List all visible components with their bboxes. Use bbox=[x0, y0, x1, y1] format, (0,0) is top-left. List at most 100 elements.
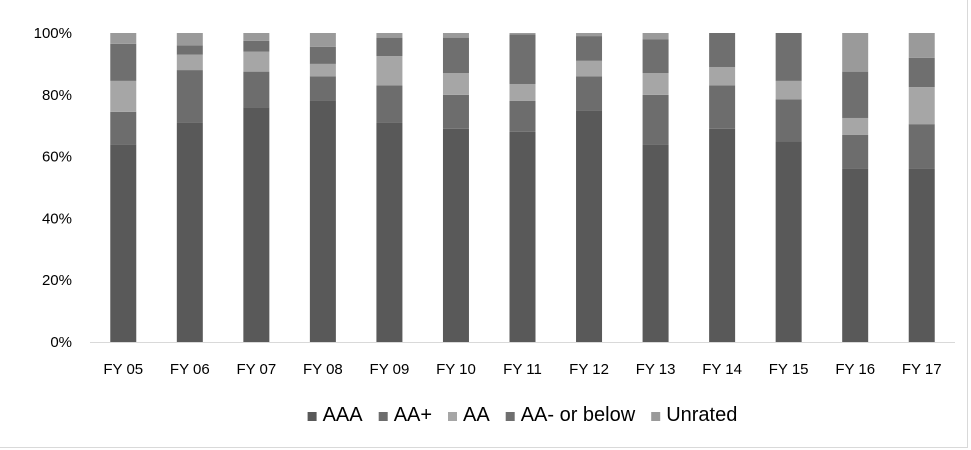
bar-segment-aa bbox=[376, 85, 403, 123]
x-tick-label: FY 12 bbox=[569, 361, 609, 378]
bar-segment-aa bbox=[709, 66, 736, 86]
bar-segment-aa bbox=[176, 70, 203, 123]
bar-segment-aa-or-below bbox=[842, 71, 869, 118]
bar-segment-unrated bbox=[642, 33, 669, 40]
y-axis: 0% 20% 40% 60% 80% 100% bbox=[34, 25, 72, 351]
legend-item: Unrated bbox=[651, 404, 737, 426]
bar-segment-aa bbox=[908, 87, 935, 125]
bar-stack bbox=[110, 33, 137, 342]
y-tick-label: 0% bbox=[50, 334, 72, 351]
bar-stack bbox=[176, 33, 203, 342]
bar-segment-aaa bbox=[376, 122, 403, 342]
x-tick-label: FY 07 bbox=[236, 361, 276, 378]
bar-segment-aa-or-below bbox=[509, 34, 536, 84]
x-tick-label: FY 15 bbox=[769, 361, 809, 378]
bar-segment-aa bbox=[309, 76, 336, 101]
legend-item: AA+ bbox=[378, 404, 432, 426]
bar-stack bbox=[775, 33, 802, 342]
bar-segment-unrated bbox=[243, 33, 270, 41]
bar-stack bbox=[642, 33, 669, 342]
bar-segment-aa-or-below bbox=[642, 39, 669, 74]
bar-segment-unrated bbox=[908, 33, 935, 58]
legend-label: Unrated bbox=[666, 404, 737, 426]
x-tick-label: FY 05 bbox=[103, 361, 143, 378]
legend-swatch bbox=[448, 412, 457, 421]
bar-stack bbox=[243, 33, 270, 342]
legend-label: AA+ bbox=[394, 404, 432, 426]
legend-swatch bbox=[651, 412, 661, 421]
bar-segment-aaa bbox=[110, 144, 137, 342]
bar-segment-aa-or-below bbox=[110, 43, 137, 81]
bar-segment-aa bbox=[509, 83, 536, 101]
y-tick-label: 100% bbox=[34, 25, 72, 42]
bar-segment-aa-or-below bbox=[908, 57, 935, 88]
x-tick-label: FY 06 bbox=[170, 361, 210, 378]
x-tick-label: FY 09 bbox=[370, 361, 410, 378]
bar-segment-aaa bbox=[309, 100, 336, 342]
bar-segment-unrated bbox=[442, 33, 469, 38]
bar-stack bbox=[709, 33, 736, 342]
legend-item: AA bbox=[448, 404, 490, 426]
bar-stack bbox=[509, 33, 536, 342]
bar-segment-unrated bbox=[842, 33, 869, 72]
legend-swatch bbox=[505, 412, 515, 421]
bar-segment-aa bbox=[775, 99, 802, 142]
bar-stack bbox=[376, 33, 403, 342]
bar-segment-aa bbox=[509, 100, 536, 132]
bar-stack bbox=[842, 33, 869, 342]
x-tick-label: FY 16 bbox=[835, 361, 875, 378]
bar-segment-aaa bbox=[176, 122, 203, 342]
bar-segment-unrated bbox=[110, 33, 137, 44]
bar-segment-aaa bbox=[509, 131, 536, 342]
y-tick-label: 80% bbox=[42, 87, 72, 104]
bar-segment-aa bbox=[376, 56, 403, 86]
bar-segment-aaa bbox=[442, 128, 469, 342]
bar-segment-unrated bbox=[509, 33, 536, 35]
bar-stack bbox=[309, 33, 336, 342]
bar-segment-aa bbox=[576, 76, 603, 111]
bar-segment-aa bbox=[243, 71, 270, 108]
x-tick-label: FY 14 bbox=[702, 361, 742, 378]
bar-segment-aaa bbox=[243, 107, 270, 342]
bar-segment-aa bbox=[309, 63, 336, 77]
bar-stack bbox=[442, 33, 469, 342]
bar-segment-aa-or-below bbox=[775, 33, 802, 81]
bar-segment-aaa bbox=[709, 128, 736, 342]
bar-segment-aa bbox=[908, 124, 935, 169]
bar-segment-aa bbox=[243, 51, 270, 72]
bar-segment-aaa bbox=[908, 168, 935, 342]
legend-swatch bbox=[307, 412, 317, 421]
bar-segment-aa bbox=[842, 117, 869, 135]
bar-segment-aa bbox=[110, 111, 137, 145]
bar-segment-aa-or-below bbox=[442, 37, 469, 74]
bar-segment-aa-or-below bbox=[309, 46, 336, 64]
bar-segment-unrated bbox=[176, 33, 203, 46]
bar-segment-aaa bbox=[642, 144, 669, 342]
legend-swatch bbox=[378, 412, 388, 421]
bar-segment-unrated bbox=[376, 33, 403, 38]
bars bbox=[110, 33, 935, 342]
bar-segment-aa bbox=[775, 80, 802, 100]
bar-segment-aa-or-below bbox=[376, 37, 403, 57]
legend-item: AAA bbox=[307, 404, 364, 426]
bar-segment-unrated bbox=[576, 33, 603, 37]
y-tick-label: 40% bbox=[42, 210, 72, 227]
bar-segment-aaa bbox=[576, 110, 603, 342]
y-tick-label: 20% bbox=[42, 272, 72, 289]
bar-segment-aa-or-below bbox=[243, 40, 270, 52]
legend-label: AA bbox=[463, 404, 490, 426]
bar-segment-aa-or-below bbox=[176, 45, 203, 55]
legend: AAA AA+ AA AA- or below Unrated bbox=[307, 404, 737, 426]
legend-label: AA- or below bbox=[521, 404, 636, 426]
bar-segment-aa bbox=[176, 54, 203, 71]
bar-segment-aa-or-below bbox=[576, 36, 603, 61]
bar-stack bbox=[576, 33, 603, 342]
bar-stack bbox=[908, 33, 935, 342]
x-tick-label: FY 11 bbox=[503, 361, 542, 378]
bar-segment-unrated bbox=[309, 33, 336, 47]
y-tick-label: 60% bbox=[42, 149, 72, 166]
legend-label: AAA bbox=[323, 404, 364, 426]
bar-segment-aaa bbox=[775, 141, 802, 342]
bar-segment-aa bbox=[442, 94, 469, 129]
